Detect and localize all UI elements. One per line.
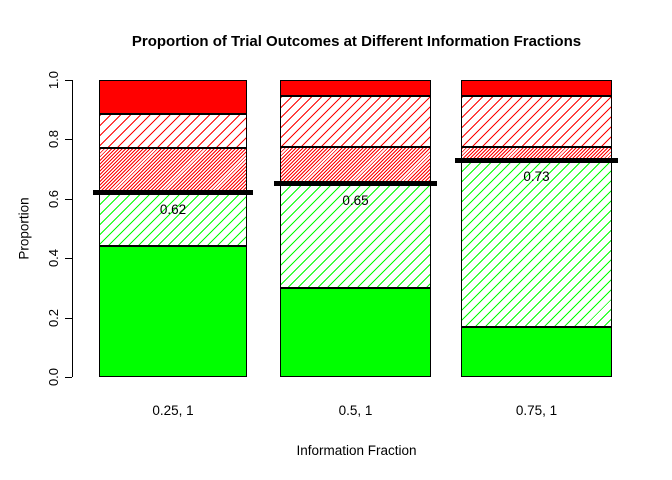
bar-0.5, 1 xyxy=(280,80,431,377)
segment-red-solid xyxy=(461,80,612,97)
segment-red-dense-hatched xyxy=(280,146,431,184)
segment-red-sparse-hatched xyxy=(280,96,431,147)
chart-title: Proportion of Trial Outcomes at Differen… xyxy=(131,33,582,50)
y-axis-tick xyxy=(65,139,72,140)
y-axis-tick xyxy=(65,80,72,81)
y-tick-label: 0.8 xyxy=(46,129,61,149)
category-label: 0.5, 1 xyxy=(338,403,373,418)
threshold-value-label: 0.65 xyxy=(342,193,369,208)
segment-red-solid xyxy=(99,80,247,115)
y-axis-tick xyxy=(65,258,72,259)
x-axis-label: Information Fraction xyxy=(296,443,417,458)
threshold-line xyxy=(274,181,437,186)
segment-green-hatched xyxy=(461,160,612,327)
y-axis-tick xyxy=(65,318,72,319)
bar-0.25, 1 xyxy=(99,80,247,377)
segment-red-dense-hatched xyxy=(461,146,612,161)
bar-0.75, 1 xyxy=(461,80,612,377)
category-label: 0.25, 1 xyxy=(152,403,194,418)
y-tick-label: 0.0 xyxy=(46,367,61,387)
threshold-line xyxy=(455,158,618,163)
threshold-line xyxy=(93,190,253,195)
y-axis-tick xyxy=(65,377,72,378)
y-axis-tick xyxy=(65,199,72,200)
y-tick-label: 0.6 xyxy=(46,189,61,209)
y-axis-label: Proportion xyxy=(16,197,32,260)
segment-red-dense-hatched xyxy=(99,148,247,193)
segment-green-hatched xyxy=(280,183,431,288)
y-axis-line xyxy=(72,80,73,377)
segment-green-solid xyxy=(280,287,431,377)
y-tick-label: 0.2 xyxy=(46,308,61,328)
segment-green-hatched xyxy=(99,192,247,247)
threshold-value-label: 0.62 xyxy=(159,202,187,217)
category-label: 0.75, 1 xyxy=(515,403,558,418)
y-tick-label: 0.4 xyxy=(46,248,61,268)
segment-green-solid xyxy=(99,246,247,377)
y-tick-label: 1.0 xyxy=(46,70,61,90)
segment-red-sparse-hatched xyxy=(461,96,612,147)
segment-red-sparse-hatched xyxy=(99,114,247,149)
threshold-value-label: 0.73 xyxy=(523,169,550,184)
segment-red-solid xyxy=(280,80,431,97)
segment-green-solid xyxy=(461,326,612,377)
